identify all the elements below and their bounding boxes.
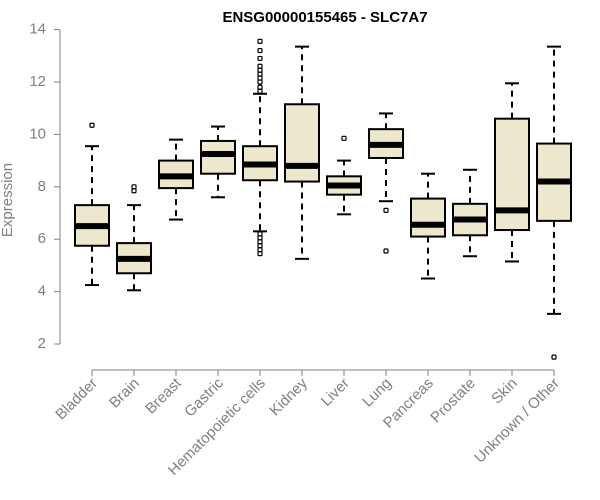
outlier-point bbox=[257, 47, 263, 54]
outlier-point bbox=[341, 135, 347, 141]
box-group bbox=[494, 82, 530, 263]
box-group bbox=[368, 112, 404, 254]
x-tick-label: Bladder bbox=[52, 375, 101, 424]
x-tick-label: Breast bbox=[142, 374, 185, 417]
y-axis: 2 4 6 8 10 12 14 bbox=[29, 21, 61, 352]
y-axis-label: Expression bbox=[0, 163, 16, 237]
x-tick-label: Skin bbox=[488, 375, 521, 408]
y-tick-label: 10 bbox=[29, 125, 46, 142]
y-tick-label: 6 bbox=[38, 230, 46, 247]
x-tick-label: Brain bbox=[106, 375, 143, 412]
y-tick-label: 4 bbox=[38, 283, 46, 300]
box-group bbox=[536, 45, 572, 360]
box-group bbox=[158, 138, 194, 221]
chart-title: ENSG00000155465 - SLC7A7 bbox=[222, 9, 427, 26]
outlier-point bbox=[551, 354, 557, 360]
box-group bbox=[242, 38, 278, 257]
outlier-point bbox=[383, 248, 389, 254]
box-group bbox=[74, 122, 110, 287]
y-tick-label: 12 bbox=[29, 73, 46, 90]
box-group bbox=[452, 168, 488, 258]
outlier-point bbox=[257, 38, 263, 44]
box-group bbox=[200, 125, 236, 199]
y-tick-label: 2 bbox=[38, 335, 46, 352]
box-group bbox=[326, 135, 362, 216]
outlier-point bbox=[257, 63, 263, 69]
y-tick-label: 8 bbox=[38, 178, 46, 195]
outlier-point bbox=[89, 122, 95, 128]
x-tick-label: Prostate bbox=[427, 375, 479, 427]
box-iqr bbox=[200, 139, 236, 175]
x-tick-label: Lung bbox=[359, 375, 395, 411]
box-group bbox=[116, 184, 152, 292]
box-series bbox=[74, 38, 572, 360]
x-tick-label: Liver bbox=[318, 375, 353, 410]
box-group bbox=[410, 172, 446, 280]
box-iqr bbox=[410, 197, 446, 238]
y-tick-label: 14 bbox=[29, 21, 46, 38]
outlier-point bbox=[257, 84, 263, 90]
box-iqr bbox=[284, 103, 320, 183]
outlier-point bbox=[257, 55, 263, 62]
x-tick-label: Kidney bbox=[266, 374, 311, 419]
outlier-point bbox=[383, 207, 389, 213]
outlier-point bbox=[131, 184, 137, 190]
box-group bbox=[284, 45, 320, 260]
outlier-point bbox=[257, 231, 263, 237]
